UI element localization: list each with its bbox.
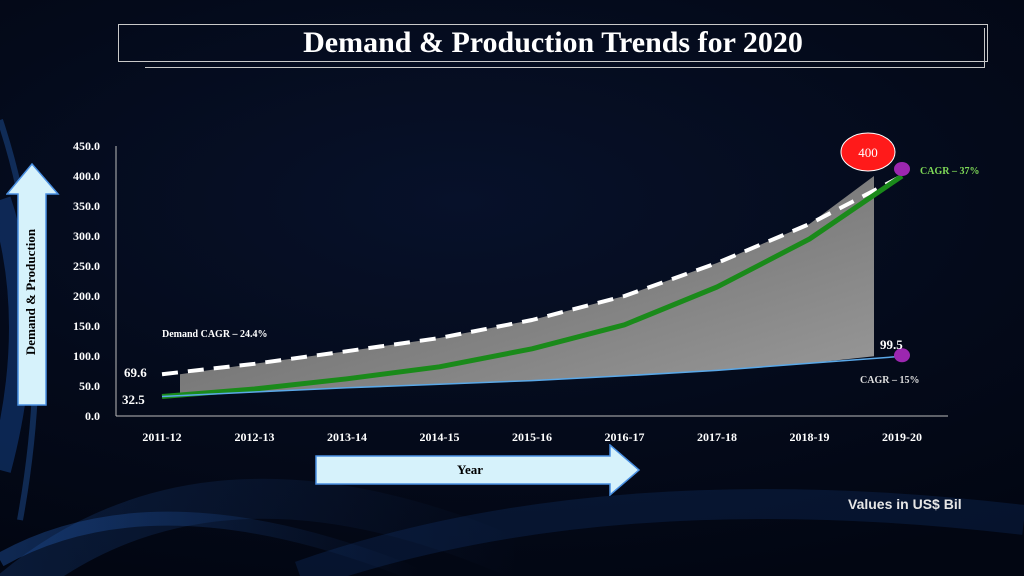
y-tick-label: 300.0 (73, 229, 100, 243)
x-tick-label: 2017-18 (697, 430, 737, 444)
x-axis-title: Year (457, 462, 483, 477)
y-tick-label: 0.0 (85, 409, 100, 423)
y-tick-label: 450.0 (73, 139, 100, 153)
y-tick-label: 200.0 (73, 289, 100, 303)
peak-label: 400 (858, 145, 878, 160)
demand-dashed-line (161, 174, 903, 377)
start-low-label: 32.5 (122, 392, 145, 407)
demand-area (180, 176, 874, 397)
peak-badge (840, 132, 896, 172)
title-frame-shadow (145, 28, 985, 68)
x-tick-label: 2018-19 (790, 430, 830, 444)
end-marker-top (894, 162, 910, 176)
cagr-top-label: CAGR – 37% (920, 166, 979, 177)
x-tick-label: 2013-14 (327, 430, 367, 444)
page-title: Demand & Production Trends for 2020 (303, 26, 803, 59)
units-footnote: Values in US$ Bil (848, 496, 962, 512)
start-high-label: 69.6 (124, 365, 147, 380)
y-tick-label: 150.0 (73, 319, 100, 333)
x-tick-label: 2011-12 (142, 430, 181, 444)
y-tick-label: 350.0 (73, 199, 100, 213)
y-tick-label: 50.0 (79, 379, 100, 393)
end-low-label: 99.5 (880, 337, 903, 352)
y-tick-label: 250.0 (73, 259, 100, 273)
x-tick-label: 2014-15 (420, 430, 460, 444)
base-line (161, 355, 903, 398)
x-tick-label: 2015-16 (512, 430, 552, 444)
y-tick-label: 400.0 (73, 169, 100, 183)
x-tick-label: 2019-20 (882, 430, 922, 444)
x-tick-label: 2012-13 (235, 430, 275, 444)
x-tick-label: 2016-17 (605, 430, 645, 444)
x-axis-arrow (315, 444, 641, 496)
cagr-bottom-label: CAGR – 15% (860, 375, 919, 386)
y-tick-label: 100.0 (73, 349, 100, 363)
y-axis-arrow (6, 163, 60, 406)
end-marker-bottom (894, 348, 910, 363)
production-line (161, 173, 904, 399)
title-frame (118, 24, 988, 62)
demand-cagr-label: Demand CAGR – 24.4% (162, 329, 268, 340)
